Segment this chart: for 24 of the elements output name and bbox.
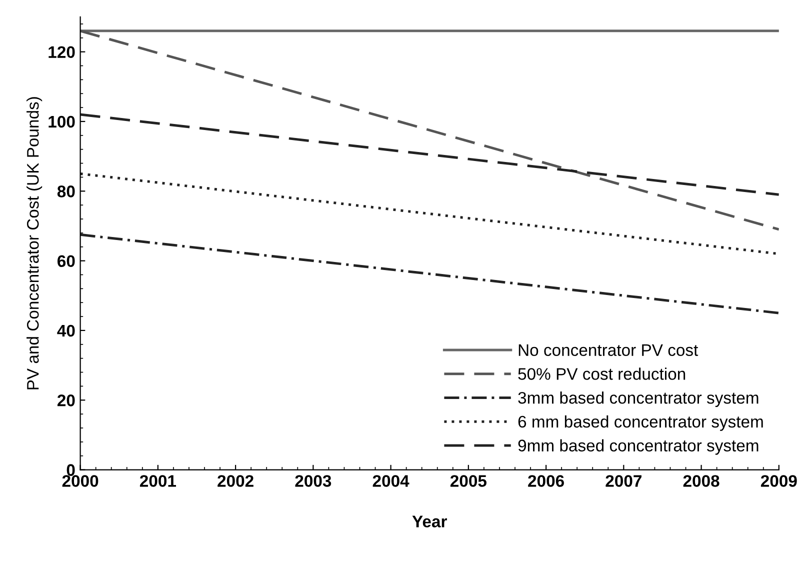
x-tick-label: 2008 — [683, 475, 720, 487]
y-tick-label: 80 — [57, 186, 75, 198]
y-tick-label: 100 — [48, 116, 75, 128]
y-tick-label: 120 — [48, 46, 75, 58]
legend-label: 3mm based concentrator system — [518, 392, 758, 408]
legend-label: 6 mm based concentrator system — [518, 415, 763, 431]
y-axis-title: PV and Concentrator Cost (UK Pounds) — [26, 97, 42, 390]
x-tick-label: 2002 — [218, 475, 254, 487]
x-tick-label: 2005 — [450, 475, 486, 487]
x-tick-label: 2007 — [606, 475, 642, 487]
x-tick-label: 2009 — [760, 475, 797, 487]
x-tick-label: 2006 — [528, 475, 564, 487]
x-axis-title: Year — [412, 516, 447, 528]
y-tick-label: 0 — [66, 464, 75, 476]
y-tick-label: 20 — [57, 394, 75, 406]
x-tick-label: 2001 — [140, 475, 176, 487]
y-tick-label: 60 — [58, 255, 75, 267]
legend-label: No concentrator PV cost — [518, 344, 698, 356]
x-tick-label: 2004 — [372, 475, 410, 487]
y-tick-label: 40 — [57, 324, 75, 337]
x-tick-label: 2000 — [62, 475, 98, 487]
x-tick-label: 2003 — [295, 475, 332, 487]
legend-label: 9mm based concentrator system — [518, 439, 758, 455]
legend-label: 50% PV cost reduction — [518, 368, 686, 380]
